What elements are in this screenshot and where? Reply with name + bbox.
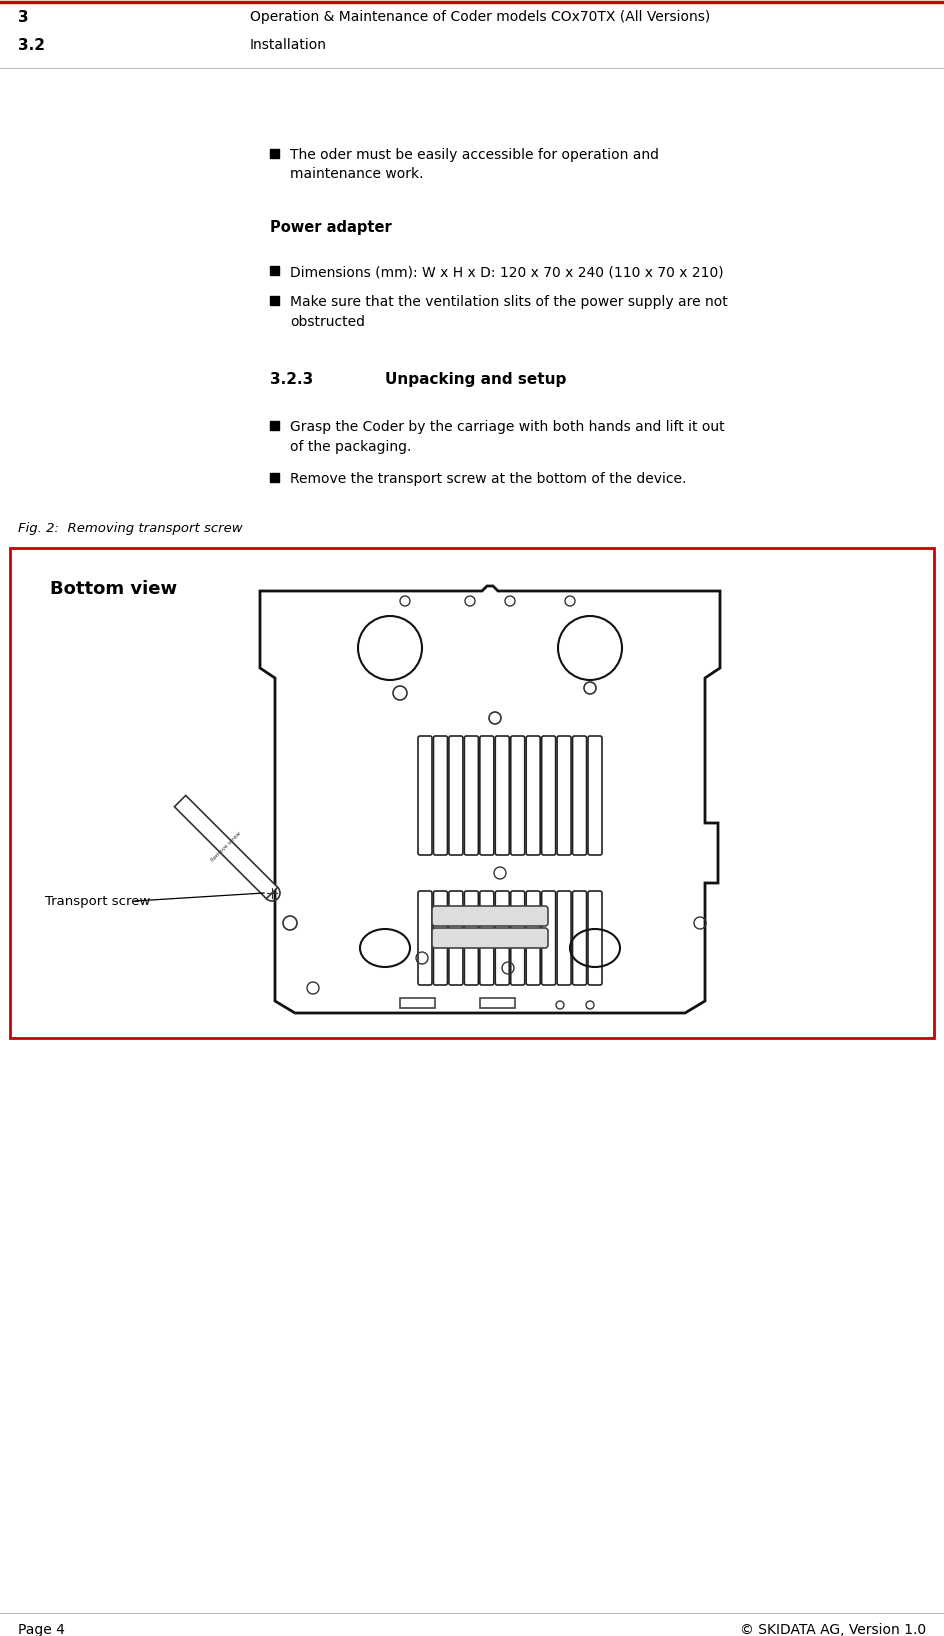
FancyBboxPatch shape [464,736,479,856]
FancyBboxPatch shape [588,892,602,985]
Bar [270,149,279,159]
Bar [270,473,279,483]
FancyBboxPatch shape [573,892,586,985]
Bar [270,267,279,275]
Bar [480,998,515,1008]
Bar [270,420,279,430]
Bar [175,795,278,898]
Text: The oder must be easily accessible for operation and
maintenance work.: The oder must be easily accessible for o… [290,147,659,182]
FancyBboxPatch shape [496,892,509,985]
Text: Installation: Installation [250,38,327,52]
FancyBboxPatch shape [432,928,548,947]
FancyBboxPatch shape [464,892,479,985]
Text: 3.2.3: 3.2.3 [270,371,313,388]
FancyBboxPatch shape [557,892,571,985]
FancyBboxPatch shape [449,736,463,856]
FancyBboxPatch shape [433,892,447,985]
Text: Remove the transport screw at the bottom of the device.: Remove the transport screw at the bottom… [290,473,686,486]
FancyBboxPatch shape [542,892,556,985]
Text: Dimensions (mm): W x H x D: 120 x 70 x 240 (110 x 70 x 210): Dimensions (mm): W x H x D: 120 x 70 x 2… [290,265,724,280]
Text: 3: 3 [18,10,28,25]
FancyBboxPatch shape [573,736,586,856]
Text: Transport screw: Transport screw [45,895,150,908]
Bar [270,296,279,304]
Text: Unpacking and setup: Unpacking and setup [385,371,566,388]
FancyBboxPatch shape [542,736,556,856]
FancyBboxPatch shape [433,736,447,856]
FancyBboxPatch shape [526,736,540,856]
FancyBboxPatch shape [418,892,432,985]
Text: Bottom view: Bottom view [50,581,177,599]
FancyBboxPatch shape [511,892,525,985]
Text: Make sure that the ventilation slits of the power supply are not
obstructed: Make sure that the ventilation slits of … [290,294,728,329]
Text: Fig. 2:  Removing transport screw: Fig. 2: Removing transport screw [18,522,243,535]
FancyBboxPatch shape [480,736,494,856]
FancyBboxPatch shape [496,736,509,856]
FancyBboxPatch shape [480,892,494,985]
Text: Grasp the Coder by the carriage with both hands and lift it out
of the packaging: Grasp the Coder by the carriage with bot… [290,420,725,453]
Bar [10,548,934,1037]
FancyBboxPatch shape [557,736,571,856]
Text: Remove screw: Remove screw [211,831,242,862]
FancyBboxPatch shape [588,736,602,856]
Text: Page 4: Page 4 [18,1623,65,1636]
FancyBboxPatch shape [449,892,463,985]
FancyBboxPatch shape [432,906,548,926]
Text: Power adapter: Power adapter [270,219,392,236]
FancyBboxPatch shape [526,892,540,985]
Text: Operation & Maintenance of Coder models COx70TX (All Versions): Operation & Maintenance of Coder models … [250,10,710,25]
Bar [400,998,435,1008]
Polygon shape [260,586,720,1013]
FancyBboxPatch shape [511,736,525,856]
Text: © SKIDATA AG, Version 1.0: © SKIDATA AG, Version 1.0 [740,1623,926,1636]
Text: 3.2: 3.2 [18,38,45,52]
FancyBboxPatch shape [418,736,432,856]
